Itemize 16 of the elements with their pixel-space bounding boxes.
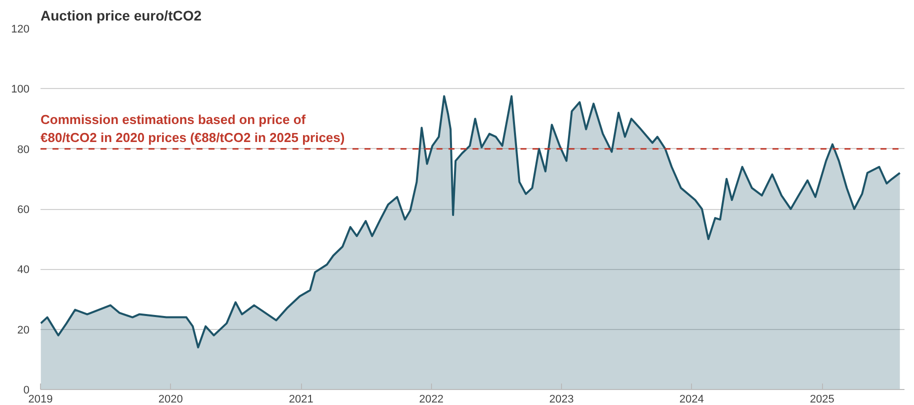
x-tick-label: 2025 <box>810 394 834 405</box>
y-tick-label: 60 <box>17 204 30 216</box>
x-tick-label: 2023 <box>549 394 574 405</box>
x-tick-label: 2020 <box>158 394 183 405</box>
x-tick-label: 2021 <box>288 394 314 405</box>
x-tick-label: 2024 <box>679 394 704 405</box>
y-tick-label: 40 <box>17 264 30 276</box>
x-tick-label: 2019 <box>28 394 53 405</box>
chart-title: Auction price euro/tCO2 <box>40 8 202 24</box>
y-tick-label: 80 <box>17 144 30 156</box>
y-tick-label: 0 <box>23 384 30 396</box>
y-tick-label: 100 <box>11 84 30 96</box>
x-tick-label: 2022 <box>419 394 444 405</box>
ref-line-label: Commission estimations based on price of €80/tCO2 in 2020 prices (€88/tCO2 in 2025 prices) <box>40 112 345 145</box>
y-tick-label: 120 <box>11 24 30 36</box>
y-tick-label: 20 <box>17 324 30 336</box>
